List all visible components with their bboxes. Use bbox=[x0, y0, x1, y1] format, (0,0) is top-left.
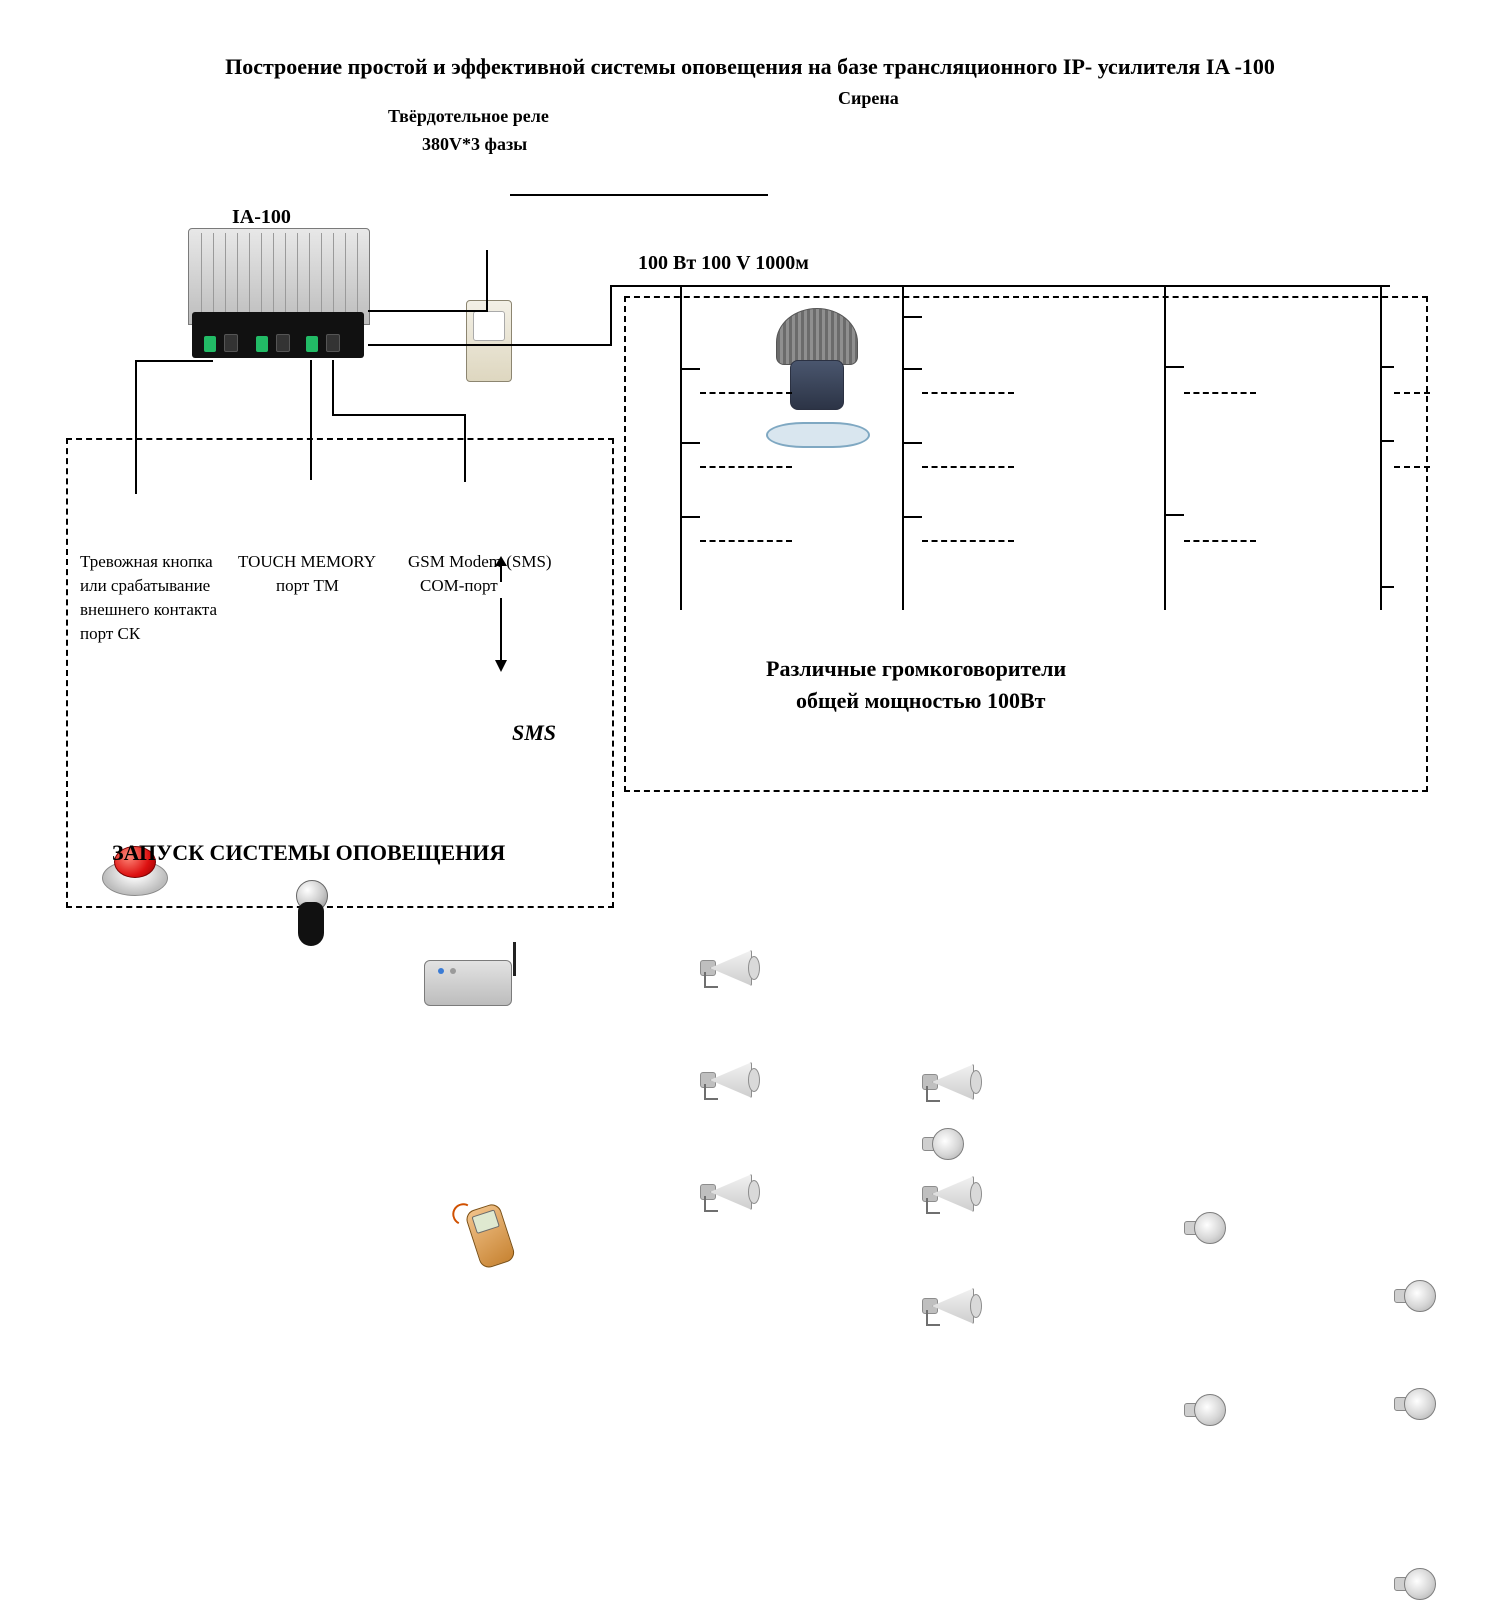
amplifier-device bbox=[188, 228, 368, 358]
wire bbox=[610, 285, 1390, 287]
wire bbox=[135, 360, 213, 362]
horn-speaker-icon bbox=[922, 1062, 980, 1100]
driver-speaker-icon bbox=[1394, 1566, 1436, 1600]
wire bbox=[368, 310, 488, 312]
alarm-label-3: внешнего контакта bbox=[80, 600, 217, 620]
speaker-dash bbox=[922, 466, 1014, 468]
speaker-dash bbox=[1394, 392, 1430, 394]
siren-label: Сирена bbox=[838, 88, 899, 109]
sms-label: SMS bbox=[512, 720, 556, 746]
speaker-stub bbox=[680, 516, 700, 518]
speaker-dash bbox=[700, 392, 792, 394]
siren-device bbox=[756, 308, 876, 448]
speaker-stub bbox=[902, 442, 922, 444]
speaker-stub bbox=[902, 368, 922, 370]
diagram-canvas: Построение простой и эффективной системы… bbox=[0, 0, 1500, 1060]
speaker-dash bbox=[700, 466, 792, 468]
horn-speaker-icon bbox=[922, 1174, 980, 1212]
bus-drop bbox=[680, 285, 682, 610]
wire bbox=[332, 414, 466, 416]
amplifier-label: IA-100 bbox=[232, 206, 291, 229]
launch-title: ЗАПУСК СИСТЕМЫ ОПОВЕЩЕНИЯ bbox=[112, 840, 505, 866]
line-spec-label: 100 Вт 100 V 1000м bbox=[638, 252, 809, 275]
speaker-dash bbox=[922, 392, 1014, 394]
horn-speaker-icon bbox=[700, 948, 758, 986]
speaker-dash bbox=[1184, 392, 1256, 394]
horn-speaker-icon bbox=[700, 1060, 758, 1098]
relay-label-1: Твёрдотельное реле bbox=[388, 106, 549, 127]
gsm-up-arrow-icon bbox=[494, 556, 508, 584]
speaker-dash bbox=[1394, 466, 1430, 468]
alarm-label-1: Тревожная кнопка bbox=[80, 552, 213, 572]
speakers-label-2: общей мощностью 100Вт bbox=[796, 688, 1045, 714]
gsm-label-1: GSM Modem (SMS) bbox=[408, 552, 552, 572]
touch-memory-icon bbox=[292, 880, 330, 950]
relay-label-2: 380V*3 фазы bbox=[422, 134, 527, 155]
speaker-stub bbox=[680, 442, 700, 444]
speaker-stub bbox=[1164, 514, 1184, 516]
driver-speaker-icon bbox=[1184, 1392, 1226, 1426]
gsm-down-arrow-icon bbox=[494, 596, 508, 674]
driver-speaker-icon bbox=[1394, 1386, 1436, 1420]
speaker-stub bbox=[1164, 366, 1184, 368]
gsm-modem-icon bbox=[424, 950, 520, 1008]
wire bbox=[486, 250, 488, 312]
driver-speaker-icon bbox=[1184, 1210, 1226, 1244]
tm-label-2: порт ТМ bbox=[276, 576, 339, 596]
alarm-label-4: порт СК bbox=[80, 624, 140, 644]
driver-speaker-icon bbox=[922, 1126, 964, 1160]
wire bbox=[310, 360, 312, 480]
speaker-stub bbox=[902, 316, 922, 318]
bus-drop bbox=[1380, 285, 1382, 610]
wire bbox=[610, 285, 612, 346]
speaker-dash bbox=[700, 540, 792, 542]
wire bbox=[510, 194, 768, 196]
wire bbox=[135, 360, 137, 494]
speaker-stub bbox=[680, 368, 700, 370]
speaker-dash bbox=[1184, 540, 1256, 542]
horn-speaker-icon bbox=[700, 1172, 758, 1210]
page-title: Построение простой и эффективной системы… bbox=[0, 54, 1500, 80]
wire bbox=[332, 360, 334, 416]
sms-phone-icon bbox=[456, 1194, 523, 1275]
speakers-group-box bbox=[624, 296, 1428, 792]
speaker-dash bbox=[922, 540, 1014, 542]
wire bbox=[464, 414, 466, 482]
speaker-stub bbox=[1380, 440, 1394, 442]
speaker-stub bbox=[902, 516, 922, 518]
horn-speaker-icon bbox=[922, 1286, 980, 1324]
gsm-label-2: COM-порт bbox=[420, 576, 498, 596]
speaker-stub bbox=[1380, 586, 1394, 588]
relay-device bbox=[466, 300, 512, 382]
launch-group-box bbox=[66, 438, 614, 908]
tm-label-1: TOUCH MEMORY bbox=[238, 552, 376, 572]
alarm-label-2: или срабатывание bbox=[80, 576, 210, 596]
speakers-label-1: Различные громкоговорители bbox=[766, 656, 1066, 682]
bus-drop bbox=[902, 285, 904, 610]
wire bbox=[368, 344, 612, 346]
driver-speaker-icon bbox=[1394, 1278, 1436, 1312]
speaker-stub bbox=[1380, 366, 1394, 368]
bus-drop bbox=[1164, 285, 1166, 610]
